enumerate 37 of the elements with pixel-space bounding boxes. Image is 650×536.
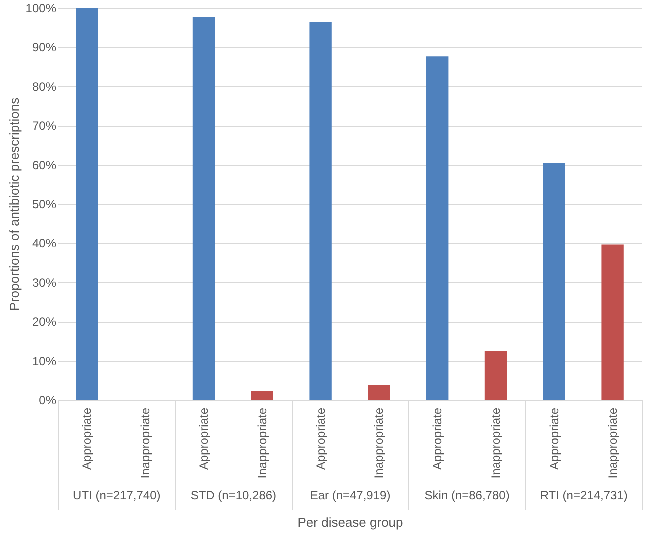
bar	[76, 8, 98, 400]
y-tick-label: 10%	[32, 354, 57, 368]
text: Appropriate	[430, 408, 445, 470]
y-axis-title: Proportions of antibiotic prescriptions	[6, 97, 22, 312]
y-tick-label: 50%	[32, 198, 57, 212]
y-tick-label: 20%	[32, 315, 57, 330]
x-tick-label: STD (n=10,286)	[190, 488, 277, 502]
text: Inappropriate	[372, 408, 386, 479]
bar	[484, 351, 508, 400]
y-tick-label: 40%	[32, 236, 57, 251]
x-tick-label: UTI (n=217,740)	[73, 488, 161, 502]
bar	[426, 56, 449, 400]
text: Inappropriate	[255, 408, 270, 479]
text: Inappropriate	[606, 408, 620, 479]
text: Appropriate	[80, 408, 94, 470]
bar	[251, 390, 274, 400]
x-tick-label: Skin (n=86,780)	[424, 488, 510, 502]
x-tick-label: RTI (n=214,731)	[540, 488, 628, 502]
bar	[368, 385, 390, 400]
text: Inappropriate	[489, 408, 503, 479]
y-tick-label: 70%	[32, 119, 57, 134]
y-tick-label: 60%	[32, 158, 57, 172]
text: Appropriate	[197, 408, 211, 470]
y-tick-label: 30%	[32, 276, 57, 290]
x-tick-label: Ear (n=47,919)	[310, 488, 391, 502]
y-tick-label: 0%	[39, 394, 57, 408]
text: Appropriate	[314, 408, 328, 470]
y-tick-label: 100%	[26, 2, 57, 16]
x-axis-title: Per disease group	[298, 515, 404, 530]
bar	[543, 163, 566, 400]
text: Inappropriate	[138, 408, 153, 479]
y-tick-label: 80%	[32, 80, 57, 94]
bar	[602, 244, 624, 400]
y-tick-label: 90%	[32, 40, 57, 55]
text: Appropriate	[547, 408, 562, 470]
bar	[310, 22, 332, 400]
bar	[192, 17, 216, 400]
